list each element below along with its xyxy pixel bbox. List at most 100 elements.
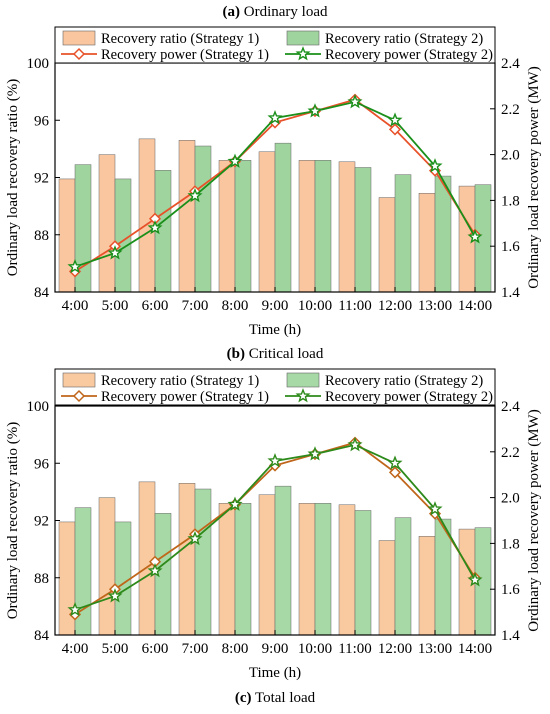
legend-marker1 [72, 47, 86, 61]
legend-marker2 [295, 388, 311, 403]
point-series2-10:00 [307, 446, 323, 461]
y2-tick-label: 1.8 [501, 193, 520, 209]
y2-tick-label: 2.4 [501, 399, 520, 415]
y-tick-label: 100 [27, 56, 50, 72]
y-axis-title: Ordinary load recovery ratio (%) [5, 79, 21, 276]
y2-tick-label: 1.4 [501, 285, 520, 301]
bar-series1-7:00 [178, 140, 196, 293]
point-series2-5:00 [107, 245, 123, 260]
x-tick-label: 13:00 [418, 298, 452, 314]
legend-label-bar2: Recovery ratio (Strategy 2) [325, 373, 483, 389]
x-tick-label: 11:00 [338, 641, 372, 657]
caption-a: (a) Ordinary load [0, 4, 550, 21]
bar-series2-11:00 [354, 167, 372, 293]
legend-swatch-bar2 [286, 372, 320, 388]
y2-axis-title: Ordinary load recovery power (MW) [526, 409, 542, 631]
caption-c: (c) Total load [0, 690, 550, 707]
y-tick-label: 92 [34, 514, 49, 530]
y2-tick-label: 2.0 [501, 148, 520, 164]
y2-tick-label: 2.2 [501, 102, 520, 118]
bar-series1-10:00 [298, 160, 316, 293]
caption-b-letter: (b) [226, 346, 246, 362]
bar-series1-12:00 [378, 540, 396, 636]
point-series2-14:00 [467, 229, 483, 244]
legend-label-line2: Recovery power (Strategy 2) [325, 389, 493, 405]
point-series2-4:00 [67, 258, 83, 274]
legend-label-line1: Recovery power (Strategy 1) [101, 389, 269, 405]
bar-series1-5:00 [98, 497, 116, 636]
bar-series1-8:00 [218, 160, 236, 293]
bar-series1-13:00 [418, 535, 436, 636]
bar-series2-9:00 [274, 142, 292, 293]
bar-series1-9:00 [258, 494, 276, 636]
point-series2-5:00 [107, 588, 123, 603]
y2-tick-label: 2.0 [501, 491, 520, 507]
point-series2-10:00 [307, 103, 323, 118]
y-tick-label: 88 [34, 571, 49, 587]
x-tick-label: 11:00 [338, 298, 372, 314]
x-tick-label: 5:00 [102, 298, 129, 314]
x-tick-label: 10:00 [298, 298, 332, 314]
caption-a-letter: (a) [222, 4, 241, 20]
x-tick-label: 9:00 [262, 641, 289, 657]
x-tick-label: 7:00 [182, 298, 209, 314]
bar-series1-8:00 [218, 503, 236, 636]
legend-marker2 [295, 46, 311, 61]
bar-series2-8:00 [234, 160, 252, 293]
point-series2-4:00 [67, 601, 83, 617]
bar-series2-5:00 [114, 521, 132, 636]
caption-b: (b) Critical load [0, 346, 550, 363]
bar-series2-7:00 [194, 488, 212, 636]
x-tick-label: 14:00 [458, 298, 492, 314]
x-tick-label: 4:00 [62, 298, 89, 314]
x-tick-label: 7:00 [182, 641, 209, 657]
bar-series1-7:00 [178, 483, 196, 636]
y-tick-label: 88 [34, 228, 49, 244]
y2-tick-label: 1.6 [501, 239, 520, 255]
y-tick-label: 96 [34, 456, 50, 472]
y2-axis-title: Ordinary load recovery power (MW) [526, 66, 542, 288]
legend-swatch-bar1 [62, 30, 96, 46]
point-series2-14:00 [467, 572, 483, 587]
point-series1-12:00 [388, 466, 402, 479]
y2-tick-label: 1.8 [501, 536, 520, 552]
bar-series2-5:00 [114, 178, 132, 293]
legend: Recovery ratio (Strategy 1) Recovery rati… [54, 368, 496, 406]
legend-marker1 [72, 389, 86, 403]
x-tick-label: 8:00 [222, 298, 249, 314]
point-series2-9:00 [267, 453, 283, 468]
point-series2-12:00 [387, 112, 403, 127]
x-tick-label: 5:00 [102, 641, 129, 657]
point-series2-11:00 [347, 94, 363, 109]
bar-series1-13:00 [418, 192, 436, 293]
legend-swatch-bar2 [286, 30, 320, 46]
point-series2-6:00 [147, 562, 163, 578]
caption-a-text: Ordinary load [243, 4, 328, 20]
caption-c-letter: (c) [234, 690, 252, 706]
x-axis-title: Time (h) [249, 322, 301, 338]
y-tick-label: 84 [34, 285, 50, 301]
legend-label-bar1: Recovery ratio (Strategy 1) [101, 31, 259, 47]
bar-series1-5:00 [98, 154, 116, 293]
y2-tick-label: 2.4 [501, 56, 520, 72]
point-series2-13:00 [427, 501, 443, 516]
y2-tick-label: 2.2 [501, 445, 520, 461]
bar-series2-11:00 [354, 510, 372, 636]
bar-series1-9:00 [258, 151, 276, 293]
x-tick-label: 14:00 [458, 641, 492, 657]
x-tick-label: 6:00 [142, 298, 169, 314]
point-series2-12:00 [387, 455, 403, 470]
legend-label-bar1: Recovery ratio (Strategy 1) [101, 373, 259, 389]
bar-series2-12:00 [394, 174, 412, 293]
point-series2-13:00 [427, 158, 443, 173]
point-series2-6:00 [147, 219, 163, 235]
point-series2-7:00 [187, 530, 203, 546]
caption-c-text: Total load [254, 690, 316, 706]
x-axis-title: Time (h) [249, 665, 301, 681]
chart-panel-1: 84 88 92 96 100 1.4 1.6 1.8 2.0 2.2 2.4 4:00 5:00 6:0… [5, 26, 542, 338]
bar-series2-9:00 [274, 485, 292, 636]
caption-b-text: Critical load [248, 346, 324, 362]
x-tick-label: 10:00 [298, 641, 332, 657]
bar-series2-8:00 [234, 503, 252, 636]
